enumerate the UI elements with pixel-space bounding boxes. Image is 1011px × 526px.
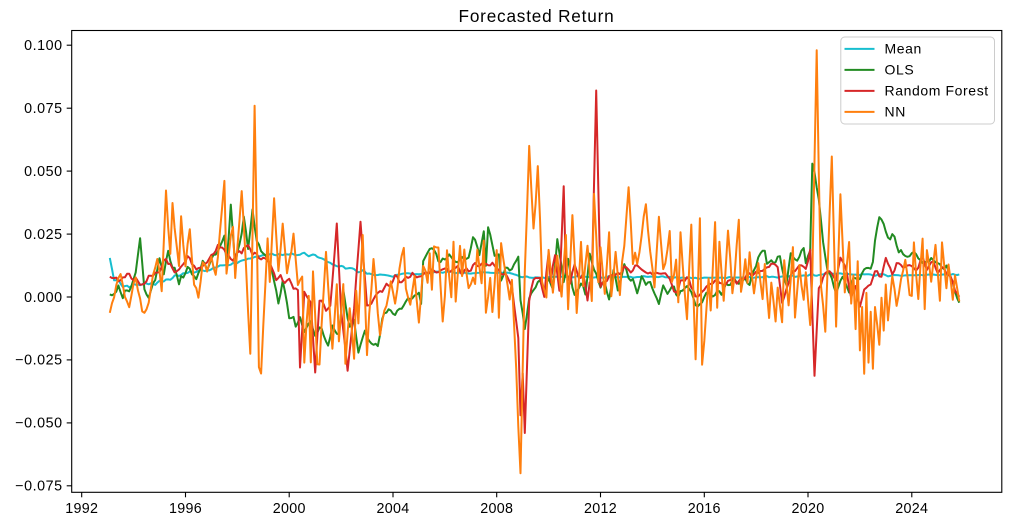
svg-text:0.000: 0.000 [24,290,63,306]
svg-text:OLS: OLS [885,62,915,78]
svg-text:Random Forest: Random Forest [885,83,989,99]
svg-text:1992: 1992 [65,501,98,517]
svg-text:2012: 2012 [584,501,617,517]
svg-text:2000: 2000 [273,501,306,517]
svg-text:0.100: 0.100 [24,38,63,54]
svg-text:NN: NN [885,104,906,120]
svg-text:2016: 2016 [688,501,721,517]
svg-text:0.050: 0.050 [24,164,63,180]
svg-text:1996: 1996 [169,501,202,517]
svg-text:−0.050: −0.050 [15,416,62,432]
svg-text:Forecasted Return: Forecasted Return [459,6,615,26]
svg-text:−0.025: −0.025 [15,353,62,369]
svg-text:Mean: Mean [885,41,922,57]
svg-text:0.075: 0.075 [24,101,63,117]
svg-text:2008: 2008 [480,501,513,517]
svg-text:0.025: 0.025 [24,227,63,243]
svg-text:2004: 2004 [376,501,409,517]
svg-text:2020: 2020 [791,501,824,517]
svg-text:2024: 2024 [895,501,928,517]
svg-text:−0.075: −0.075 [15,479,62,495]
